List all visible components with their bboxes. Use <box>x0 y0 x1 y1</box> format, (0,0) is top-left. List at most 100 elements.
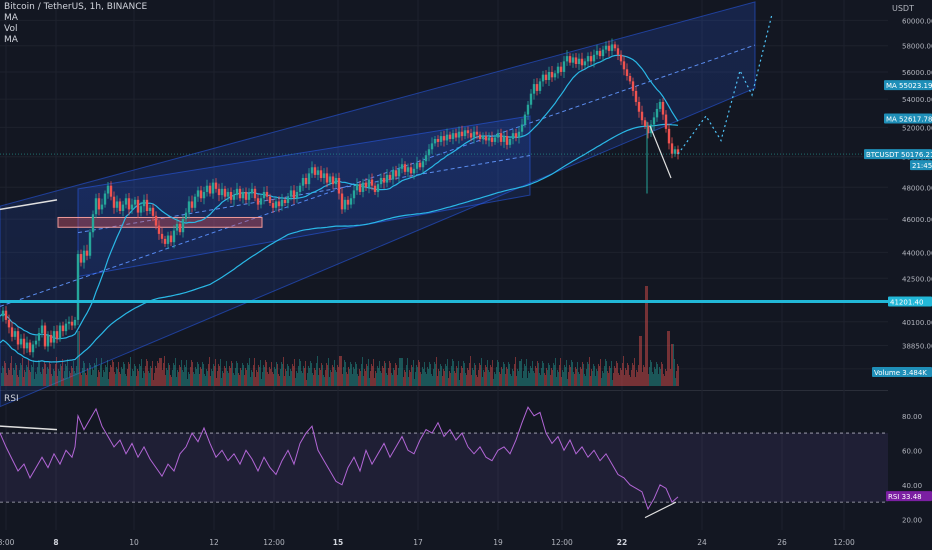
volume-bar <box>629 375 630 386</box>
volume-bar <box>518 371 519 386</box>
volume-bar <box>407 358 408 386</box>
volume-bar <box>126 376 127 386</box>
candle-body <box>400 164 404 169</box>
volume-bar <box>286 371 287 386</box>
candle-body <box>457 131 461 138</box>
volume-bar <box>582 362 583 386</box>
volume-bar <box>114 372 115 386</box>
candle-body <box>658 101 662 109</box>
candle-body <box>574 57 578 64</box>
volume-bar <box>645 286 646 386</box>
legend-symbol[interactable]: Bitcoin / TetherUS, 1h, BINANCE <box>4 2 148 12</box>
volume-bar <box>386 373 387 386</box>
volume-bar <box>350 362 351 386</box>
candle-body <box>340 193 344 210</box>
volume-bar <box>618 373 619 386</box>
candle-body <box>673 149 677 154</box>
volume-bar <box>107 360 108 386</box>
time-tick-label: 17 <box>413 538 423 547</box>
volume-bar <box>229 366 230 386</box>
volume-bar <box>491 367 492 386</box>
candle-body <box>667 128 671 144</box>
volume-bar <box>571 360 572 386</box>
volume-bar <box>129 364 130 386</box>
volume-bar <box>529 373 530 386</box>
volume-bar <box>677 364 678 386</box>
volume-bar <box>361 364 362 386</box>
price-channels[interactable] <box>0 1 756 408</box>
time-axis[interactable]: 8:00 8 10 12 12:00 15 17 19 12:00 22 24 26 12:00 <box>0 532 932 550</box>
candle-body <box>640 111 644 121</box>
candle-body <box>316 170 320 175</box>
volume-bar <box>311 363 312 386</box>
volume-bar <box>512 369 513 386</box>
volume-bar <box>552 370 553 386</box>
rsi-legend[interactable]: RSI <box>4 394 19 404</box>
volume-bar <box>333 367 334 386</box>
volume-bar <box>272 372 273 386</box>
volume-bar <box>382 366 383 386</box>
volume-bar <box>119 372 120 386</box>
volume-bar <box>575 367 576 386</box>
volume-bar <box>358 376 359 386</box>
volume-bar <box>477 377 478 386</box>
volume-bar <box>336 372 337 386</box>
volume-bar <box>4 361 5 386</box>
candle-body <box>88 232 92 256</box>
volume-bar <box>308 366 309 386</box>
volume-bar <box>55 364 56 386</box>
volume-bar <box>231 361 232 386</box>
candle-body <box>160 233 164 239</box>
volume-bar <box>417 367 418 386</box>
time-tick-label: 26 <box>777 538 787 547</box>
volume-bar <box>281 362 282 386</box>
volume-bar <box>330 370 331 386</box>
trend-drawings[interactable] <box>0 125 672 211</box>
legend-ma-1[interactable]: MA <box>4 13 18 23</box>
legend-ma-2[interactable]: MA <box>4 35 18 45</box>
volume-bar <box>102 377 103 386</box>
volume-bar <box>280 369 281 386</box>
volume-bar <box>319 368 320 386</box>
volume-bar <box>676 371 677 386</box>
volume-bar <box>536 368 537 386</box>
volume-bar <box>453 361 454 386</box>
volume-bar <box>396 365 397 386</box>
volume-bar <box>248 365 249 386</box>
volume-bar <box>468 370 469 386</box>
volume-bar <box>482 377 483 386</box>
volume-bar <box>385 363 386 386</box>
volume-bar <box>19 370 20 386</box>
volume-bar <box>104 372 105 386</box>
volume-bar <box>24 370 25 386</box>
volume-bar <box>532 361 533 386</box>
volume-bar <box>579 374 580 386</box>
candle-body <box>460 131 464 137</box>
volume-bar <box>367 366 368 386</box>
volume-bar <box>504 364 505 386</box>
legend-volume[interactable]: Vol <box>4 24 18 34</box>
volume-bar <box>10 363 11 386</box>
volume-bar <box>326 363 327 386</box>
volume-bar <box>39 362 40 386</box>
volume-bar <box>331 372 332 386</box>
volume-bar <box>131 376 132 386</box>
volume-bar <box>522 378 523 386</box>
volume-bar <box>524 364 525 386</box>
volume-bar <box>111 367 112 386</box>
candle-body <box>286 196 290 204</box>
volume-bar <box>325 370 326 386</box>
volume-bar <box>459 380 460 386</box>
candle-body <box>337 177 341 194</box>
volume-bar <box>514 364 515 386</box>
volume-bar <box>2 366 3 386</box>
volume-bar <box>60 364 61 386</box>
volume-bar <box>34 379 35 386</box>
volume-bar <box>406 365 407 386</box>
volume-bar <box>273 374 274 386</box>
candle-body <box>310 167 314 174</box>
volume-bar <box>472 368 473 386</box>
volume-bar <box>90 365 91 386</box>
volume-bar <box>631 370 632 386</box>
